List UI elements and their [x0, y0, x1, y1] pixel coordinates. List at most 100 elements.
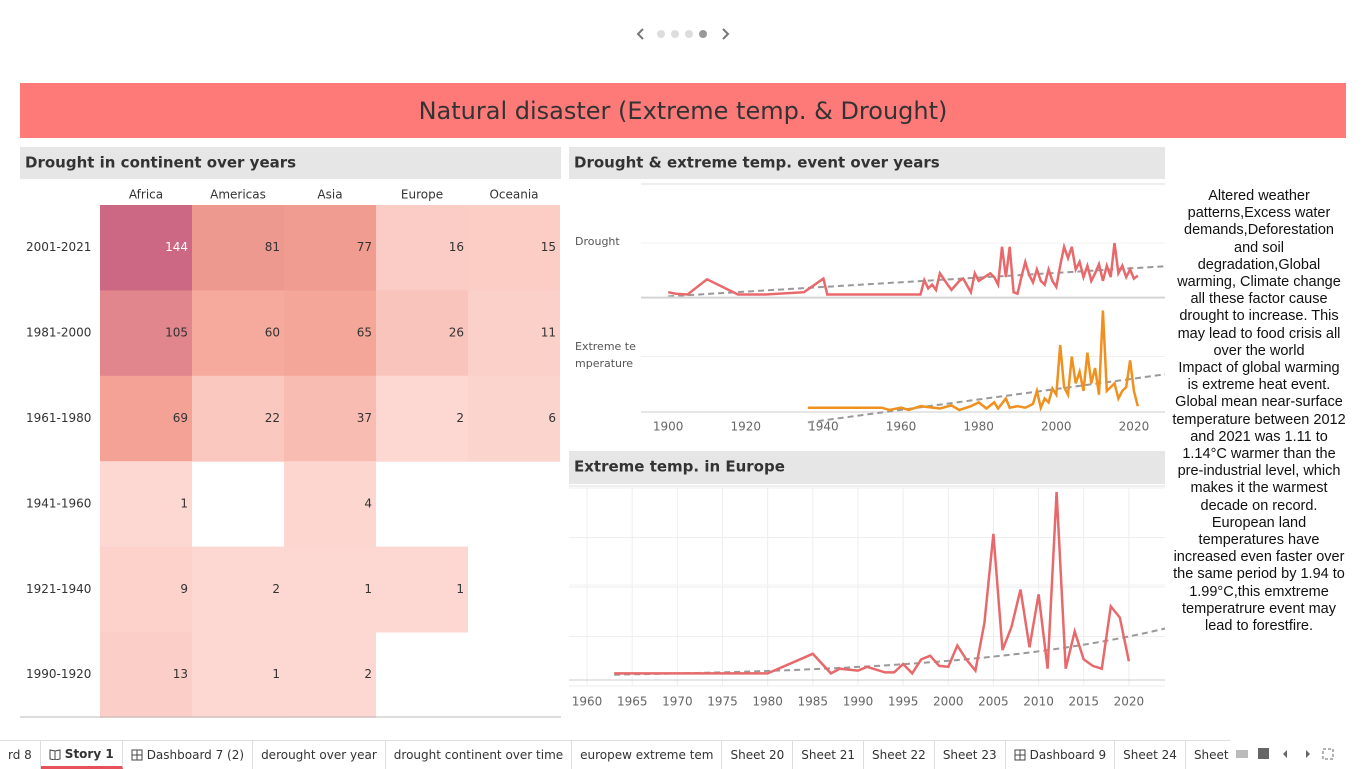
sheet-tab[interactable]: Sheet 24: [1115, 741, 1186, 769]
heat-cell: [100, 632, 192, 718]
series-line: [667, 242, 1139, 296]
x-tick-label: 1985: [798, 695, 829, 709]
sheet-tab[interactable]: derought over year: [253, 741, 386, 769]
cell-label: 26: [449, 326, 464, 340]
row-header: 1981-2000: [26, 326, 91, 340]
column-header: Africa: [129, 188, 163, 202]
sheet-tab[interactable]: Dashboard 9: [1006, 741, 1116, 769]
heat-cell: [192, 546, 284, 633]
x-tick-label: 1900: [653, 420, 684, 434]
heat-cell: [284, 546, 376, 633]
series-line: [614, 491, 1131, 676]
x-tick-label: 1965: [617, 695, 648, 709]
heat-cell: [376, 546, 468, 633]
heatmap: Africa Americas Asia Europe Oceania 2001-2021…: [20, 188, 561, 718]
heat-cell: [468, 205, 560, 291]
column-header: Europe: [401, 188, 443, 202]
x-tick-label: 1990: [843, 695, 874, 709]
cell-label: 69: [173, 411, 188, 425]
heat-cell: [284, 375, 376, 462]
cell-label: 2: [456, 411, 464, 425]
column-header: Americas: [210, 188, 266, 202]
section-title: Drought & extreme temp. event over years: [574, 154, 940, 172]
cell-label: 144: [165, 240, 188, 254]
column-header: Oceania: [489, 188, 538, 202]
section-header: [569, 451, 1165, 484]
tab-controls: [1234, 746, 1334, 762]
x-tick-label: 1960: [886, 420, 917, 434]
row-header: 1941-1960: [26, 496, 91, 510]
heat-cell: [192, 290, 284, 377]
tab-label[interactable]: Dashboard 9: [1029, 748, 1107, 762]
tab-label[interactable]: drought continent over time: [393, 748, 564, 762]
cell-label: 60: [265, 326, 280, 340]
column-header: Asia: [317, 188, 342, 202]
tab-label[interactable]: europew extreme tem: [580, 748, 714, 762]
x-tick-label: 2015: [1068, 695, 1099, 709]
heat-cell: [100, 205, 192, 291]
next-arrow[interactable]: [722, 28, 730, 40]
cell-label: 37: [357, 411, 372, 425]
sheet-tabs: rd 8 Story 1 Dashboard 7 (2) derought over …: [0, 740, 1230, 769]
cell-label: 2: [272, 582, 280, 596]
tab-label[interactable]: Sheet 23: [942, 748, 997, 762]
cell-label: 22: [265, 411, 280, 425]
x-tick-label: 1975: [707, 695, 738, 709]
heat-cell: [468, 375, 560, 462]
x-tick-label: 1960: [572, 695, 603, 709]
cell-label: 1: [456, 582, 464, 596]
controls-icons[interactable]: [1234, 746, 1334, 762]
tab-label[interactable]: Story 1: [64, 746, 114, 761]
cell-label: 2: [364, 667, 372, 681]
tab-label[interactable]: Sheet 22: [872, 748, 926, 762]
x-tick-label: 1940: [808, 420, 839, 434]
page-dot[interactable]: [699, 30, 707, 38]
heat-cell: [376, 375, 468, 462]
tab-label[interactable]: Dashboard 7 (2): [146, 748, 245, 762]
section-title: Extreme temp. in Europe: [574, 458, 785, 476]
x-tick-label: 1980: [963, 420, 994, 434]
x-tick-label: 2000: [933, 695, 964, 709]
section-title: Drought in continent over years: [25, 154, 296, 172]
note-text: Altered weather patterns,Excess water de…: [1172, 188, 1346, 635]
tab-label[interactable]: Sheet 20: [730, 748, 785, 762]
x-tick-label: 1980: [752, 695, 783, 709]
heat-cell: [284, 205, 376, 291]
sheet-tab[interactable]: Sheet 22: [864, 741, 935, 769]
dashboard-title: Natural disaster (Extreme temp. & Drough…: [419, 97, 948, 125]
page-dot[interactable]: [671, 30, 679, 38]
cell-label: 16: [449, 240, 464, 254]
events-chart: 1900 1920 1940 1960 1980 2000 2020: [641, 183, 1166, 434]
heat-cell: [100, 461, 192, 548]
sheet-tab[interactable]: Sheet 25: [1186, 741, 1230, 769]
cell-label: 15: [541, 240, 556, 254]
tab-label[interactable]: Sheet 21: [801, 748, 856, 762]
note-paragraph: Impact of global warming is extreme heat…: [1172, 360, 1346, 635]
sheet-tab[interactable]: Sheet 23: [935, 741, 1006, 769]
heat-cell: [192, 205, 284, 291]
heat-cell: [284, 461, 376, 548]
page-dot[interactable]: [657, 30, 665, 38]
sheet-tab[interactable]: drought continent over time: [386, 741, 573, 769]
cell-label: 77: [357, 240, 372, 254]
sheet-tab[interactable]: rd 8: [0, 741, 41, 769]
sheet-tab[interactable]: europew extreme tem: [572, 741, 723, 769]
tab-label[interactable]: Sheet 24: [1123, 748, 1177, 762]
sheet-tab[interactable]: Sheet 21: [793, 741, 865, 769]
tab-label[interactable]: derought over year: [261, 748, 377, 762]
heat-cell: [284, 290, 376, 377]
x-tick-label: 1920: [731, 420, 762, 434]
pane-label: Extreme temperature: [575, 340, 636, 370]
tab-label[interactable]: rd 8: [8, 748, 32, 762]
heat-cell: [376, 205, 468, 291]
sheet-tab[interactable]: Story 1: [40, 741, 123, 769]
section-header: [20, 147, 561, 179]
heat-cell: [376, 290, 468, 377]
prev-arrow[interactable]: [636, 28, 644, 40]
sheet-tab[interactable]: Sheet 20: [722, 741, 794, 769]
sheet-tab[interactable]: Dashboard 7 (2): [123, 741, 254, 769]
page-dot[interactable]: [685, 30, 693, 38]
tab-label[interactable]: Sheet 25: [1193, 748, 1230, 762]
europe-chart: 1960 1965 1970 1975 1980 1985 1990 1995 2000 2005…: [569, 485, 1166, 709]
